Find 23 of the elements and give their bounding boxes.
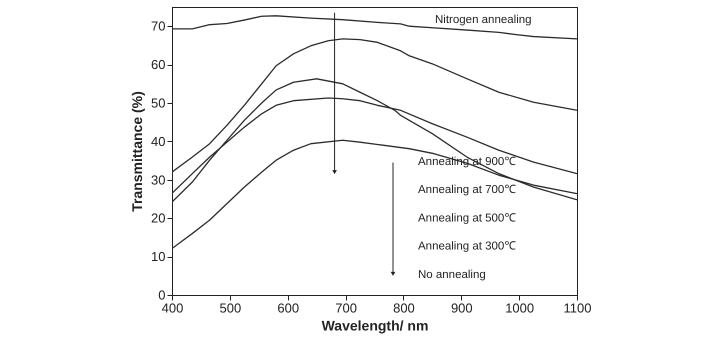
y-tick-label: 30: [151, 172, 166, 188]
x-tick-label: 1100: [564, 300, 592, 316]
x-tick-label: 800: [393, 300, 415, 316]
x-tick-label: 900: [450, 300, 473, 316]
x-tick-label: 400: [162, 300, 184, 316]
y-tick-label: 70: [151, 18, 166, 34]
y-tick-label: 0: [158, 288, 166, 302]
annotation: Annealing at 700℃: [418, 184, 516, 196]
y-tick-label: 50: [151, 96, 166, 110]
y-tick-label: 40: [151, 134, 166, 149]
y-tick-label: 20: [151, 210, 166, 226]
annotation: Annealing at 300℃: [418, 240, 516, 253]
annotation: Annealing at 500℃: [418, 212, 516, 224]
y-tick-label: 10: [151, 249, 166, 264]
x-tick-label: 1000: [505, 300, 534, 316]
y-axis-title: Transmittance (%): [129, 91, 146, 212]
x-tick-label: 600: [277, 300, 300, 316]
x-tick-label: 700: [335, 300, 357, 316]
x-axis-title: Wavelength/ nm: [322, 318, 428, 334]
x-tick-label: 500: [220, 300, 242, 316]
annotation: No annealing: [418, 268, 486, 281]
y-tick-label: 60: [151, 57, 166, 72]
annotation: Nitrogen annealing: [435, 14, 532, 26]
